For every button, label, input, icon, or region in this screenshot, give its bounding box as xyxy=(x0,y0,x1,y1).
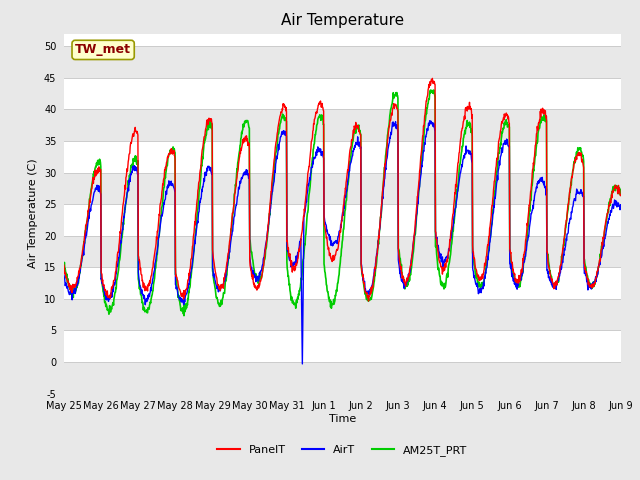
Title: Air Temperature: Air Temperature xyxy=(281,13,404,28)
Bar xyxy=(64,299,621,330)
Text: TW_met: TW_met xyxy=(75,43,131,56)
Bar xyxy=(64,172,621,204)
Bar xyxy=(64,204,621,236)
Legend: PanelT, AirT, AM25T_PRT: PanelT, AirT, AM25T_PRT xyxy=(213,440,472,460)
Bar xyxy=(64,109,621,141)
X-axis label: Time: Time xyxy=(329,414,356,424)
Bar xyxy=(64,267,621,299)
Bar xyxy=(64,46,621,78)
Bar xyxy=(64,362,621,394)
Bar xyxy=(64,330,621,362)
Bar xyxy=(64,141,621,172)
Bar xyxy=(64,236,621,267)
Y-axis label: Air Temperature (C): Air Temperature (C) xyxy=(28,159,38,268)
Bar xyxy=(64,78,621,109)
